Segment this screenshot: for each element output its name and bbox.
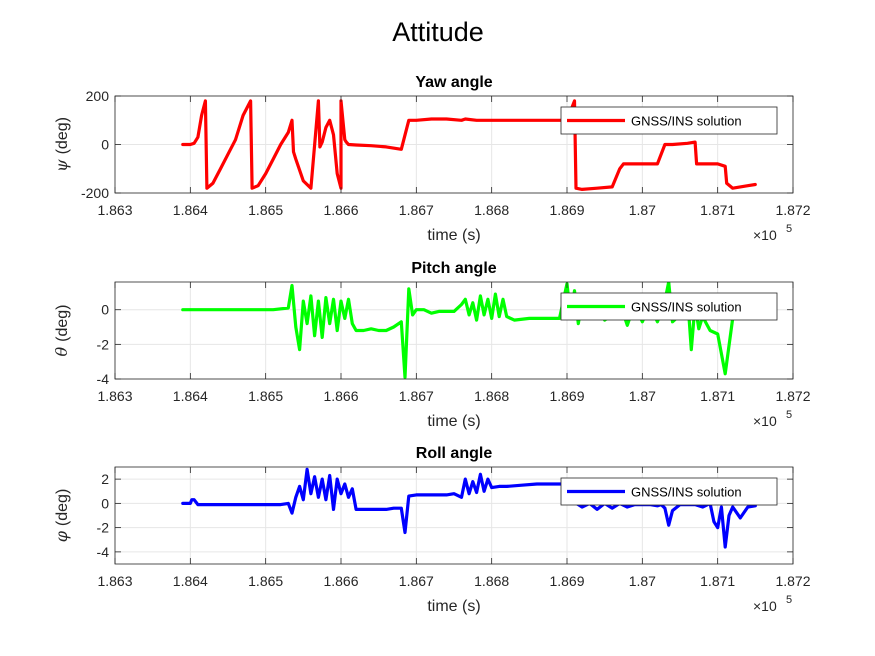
figure-title: Attitude [392,17,484,47]
roll-y-tick-label: -2 [97,520,110,536]
roll-x-exponent-base: ×10 [753,598,777,614]
roll-x-axis-label: time (s) [427,598,480,615]
yaw-y-axis-label: ψ (deg) [52,117,71,172]
pitch-x-tick-label: 1.864 [173,388,208,404]
pitch-subplot-title: Pitch angle [411,260,496,277]
roll-y-tick-label: 0 [101,495,109,511]
pitch-x-tick-label: 1.865 [248,388,283,404]
pitch-x-axis-label: time (s) [427,413,480,430]
pitch-y-tick-label: -4 [97,371,110,387]
roll-subplot-title: Roll angle [416,445,493,462]
roll-y-axis-label: φ (deg) [52,489,71,543]
pitch-legend: GNSS/INS solution [560,292,778,321]
pitch-x-tick-label: 1.87 [629,388,656,404]
yaw-x-tick-label: 1.869 [549,202,584,218]
yaw-x-exponent-power: 5 [786,223,792,235]
roll-x-tick-label: 1.864 [173,573,208,589]
roll-x-tick-label: 1.863 [97,573,132,589]
pitch-y-axis-unit: (deg) [54,305,71,342]
pitch-x-tick-label: 1.868 [474,388,509,404]
pitch-x-tick-label: 1.871 [700,388,735,404]
pitch-x-tick-label: 1.863 [97,388,132,404]
pitch-y-tick-label: 0 [101,302,109,318]
yaw-x-tick-label: 1.866 [323,202,358,218]
yaw-x-exponent-base: ×10 [753,227,777,243]
roll-legend: GNSS/INS solution [560,477,778,506]
yaw-y-axis-symbol: ψ [52,159,71,172]
roll-x-tick-label: 1.866 [323,573,358,589]
subplots: 1.863 1.864 1.865 1.866 1.867 1.868 1.869 1.87 1… [52,74,811,615]
pitch-y-axis-symbol: θ [52,347,71,357]
roll-x-tick-label: 1.868 [474,573,509,589]
roll-x-exponent-power: 5 [786,594,792,606]
pitch-x-tick-label: 1.872 [775,388,810,404]
pitch-x-tick-label: 1.869 [549,388,584,404]
pitch-x-tick-label: 1.867 [399,388,434,404]
yaw-legend: GNSS/INS solution [560,106,778,135]
yaw-y-tick-label: 0 [101,137,109,153]
yaw-y-tick-label: -200 [81,185,109,201]
roll-y-tick-label: 2 [101,471,109,487]
yaw-subplot: 1.863 1.864 1.865 1.866 1.867 1.868 1.869 1.87 1… [52,74,811,244]
pitch-y-tick-label: -2 [97,336,110,352]
roll-x-tick-label: 1.865 [248,573,283,589]
pitch-legend-label: GNSS/INS solution [631,300,742,315]
roll-y-tick-label: -4 [97,544,110,560]
roll-legend-label: GNSS/INS solution [631,485,742,500]
yaw-x-tick-label: 1.872 [775,202,810,218]
yaw-subplot-title: Yaw angle [415,74,492,91]
pitch-x-tick-label: 1.866 [323,388,358,404]
yaw-x-tick-label: 1.868 [474,202,509,218]
pitch-y-axis-label: θ (deg) [52,305,71,357]
yaw-x-tick-label: 1.863 [97,202,132,218]
yaw-x-tick-label: 1.871 [700,202,735,218]
yaw-x-axis-label: time (s) [427,227,480,244]
pitch-subplot: 1.863 1.864 1.865 1.866 1.867 1.868 1.869 1.87 1… [52,260,811,430]
roll-y-axis-symbol: φ [52,530,71,542]
yaw-legend-label: GNSS/INS solution [631,114,742,129]
yaw-y-tick-label: 200 [86,88,110,104]
roll-y-axis-unit: (deg) [54,489,71,526]
roll-x-tick-label: 1.871 [700,573,735,589]
roll-series-line [181,467,757,549]
yaw-x-tick-label: 1.87 [629,202,656,218]
roll-x-tick-label: 1.867 [399,573,434,589]
yaw-x-tick-label: 1.867 [399,202,434,218]
pitch-x-exponent-power: 5 [786,409,792,421]
roll-axes-box [114,466,794,565]
yaw-y-axis-unit: (deg) [54,117,71,154]
yaw-x-tick-label: 1.864 [173,202,208,218]
pitch-axes-box [114,281,794,380]
pitch-x-exponent-base: ×10 [753,413,777,429]
roll-x-tick-label: 1.869 [549,573,584,589]
yaw-series-line [181,99,757,191]
roll-x-tick-label: 1.87 [629,573,656,589]
roll-subplot: 1.863 1.864 1.865 1.866 1.867 1.868 1.869 1.87 1… [52,445,811,615]
roll-x-tick-label: 1.872 [775,573,810,589]
yaw-x-tick-label: 1.865 [248,202,283,218]
